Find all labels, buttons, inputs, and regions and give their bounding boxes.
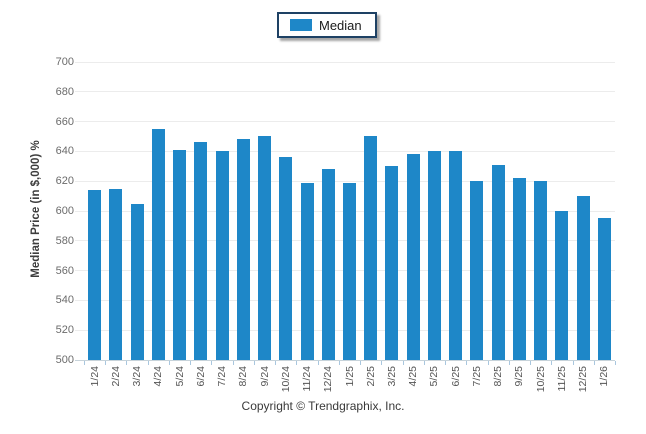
- x-axis-tick: [318, 361, 319, 365]
- x-axis-tick: [509, 361, 510, 365]
- legend-label: Median: [319, 17, 362, 33]
- x-axis-tick: [403, 361, 404, 365]
- y-axis-tick-label: 580: [55, 234, 74, 247]
- x-axis-tick-label: 1/24: [88, 366, 101, 387]
- x-axis-tick-label: 6/25: [449, 366, 462, 387]
- x-axis-tick: [530, 361, 531, 365]
- x-axis-tick: [573, 361, 574, 365]
- x-axis-tick: [488, 361, 489, 365]
- x-axis-tick: [445, 361, 446, 365]
- gridline: [75, 150, 615, 152]
- y-axis-tick-label: 620: [55, 175, 74, 188]
- x-axis-tick: [211, 361, 212, 365]
- x-axis-tick-label: 4/24: [152, 366, 165, 387]
- x-axis-line: [75, 360, 615, 361]
- y-axis-tick-label: 640: [55, 145, 74, 158]
- y-axis-tick-label: 540: [55, 294, 74, 307]
- x-axis-tick-label: 1/26: [598, 366, 611, 387]
- bar: [597, 218, 611, 360]
- bar: [576, 196, 590, 360]
- bar: [258, 136, 272, 360]
- x-axis-tick: [551, 361, 552, 365]
- bar: [130, 204, 144, 360]
- bar: [279, 157, 293, 360]
- bar: [534, 181, 548, 360]
- x-axis-tick: [275, 361, 276, 365]
- y-axis-tick-label: 520: [55, 324, 74, 337]
- x-axis-tick-label: 11/25: [555, 366, 568, 392]
- bar: [109, 189, 123, 360]
- y-axis-tick-label: 700: [55, 56, 74, 68]
- x-axis-tick: [254, 361, 255, 365]
- x-axis-tick-label: 5/25: [428, 366, 441, 387]
- x-axis-tick-label: 8/25: [492, 366, 505, 387]
- x-axis-tick-label: 1/25: [343, 366, 356, 387]
- bar: [236, 139, 250, 360]
- y-axis-tick-label: 560: [55, 264, 74, 277]
- x-axis-tick: [84, 361, 85, 365]
- x-axis-tick: [296, 361, 297, 365]
- bar: [215, 151, 229, 360]
- x-axis-tick-label: 2/25: [364, 366, 377, 387]
- x-axis-tick: [466, 361, 467, 365]
- bar: [321, 169, 335, 360]
- x-axis-tick-label: 7/25: [470, 366, 483, 387]
- x-axis-tick-label: 12/25: [577, 366, 590, 393]
- y-axis-tick-label: 660: [55, 115, 74, 128]
- bar: [449, 151, 463, 360]
- x-axis-tick-label: 7/24: [216, 366, 229, 387]
- bar: [385, 166, 399, 360]
- x-axis-tick: [360, 361, 361, 365]
- x-axis-tick-label: 4/25: [407, 366, 420, 387]
- x-axis-tick-label: 3/24: [131, 366, 144, 387]
- x-axis-tick: [148, 361, 149, 365]
- x-axis-tick: [594, 361, 595, 365]
- gridline: [75, 91, 615, 93]
- x-axis-tick: [381, 361, 382, 365]
- bar: [194, 142, 208, 360]
- bar: [491, 165, 505, 360]
- x-axis-tick: [126, 361, 127, 365]
- bar: [151, 129, 165, 360]
- x-axis-tick-label: 9/25: [513, 366, 526, 387]
- bar: [555, 211, 569, 360]
- bar: [427, 151, 441, 360]
- legend: Median: [277, 12, 377, 38]
- copyright-text: Copyright © Trendgraphix, Inc.: [241, 399, 405, 413]
- x-axis-tick-label: 11/24: [301, 366, 314, 392]
- x-axis-tick-label: 3/25: [385, 366, 398, 387]
- x-axis-tick-label: 10/25: [534, 366, 547, 393]
- x-axis-tick-label: 9/24: [258, 366, 271, 387]
- x-axis-tick-label: 12/24: [322, 366, 335, 393]
- bar: [300, 183, 314, 360]
- x-axis-tick: [615, 361, 616, 365]
- x-axis-tick-label: 10/24: [279, 366, 292, 393]
- gridline: [75, 121, 615, 123]
- bar: [406, 154, 420, 360]
- y-axis-tick-label: 680: [55, 85, 74, 98]
- x-axis-tick: [339, 361, 340, 365]
- legend-swatch-median: [290, 19, 312, 31]
- y-axis-tick-label: 500: [55, 354, 74, 366]
- bar: [88, 190, 102, 360]
- bar: [470, 181, 484, 360]
- x-axis-tick: [190, 361, 191, 365]
- x-axis-tick-label: 5/24: [173, 366, 186, 387]
- x-axis-tick-label: 8/24: [237, 366, 250, 387]
- x-axis-tick-label: 6/24: [194, 366, 207, 387]
- bar: [364, 136, 378, 360]
- x-axis-tick: [169, 361, 170, 365]
- gridline: [75, 180, 615, 182]
- x-axis-tick: [424, 361, 425, 365]
- gridline: [75, 61, 615, 63]
- y-axis-tick-label: 600: [55, 205, 74, 217]
- x-axis-tick: [105, 361, 106, 365]
- x-axis-tick: [233, 361, 234, 365]
- bar: [343, 183, 356, 360]
- x-axis-tick-label: 2/24: [109, 366, 122, 387]
- bar: [512, 178, 526, 360]
- bar: [173, 150, 187, 360]
